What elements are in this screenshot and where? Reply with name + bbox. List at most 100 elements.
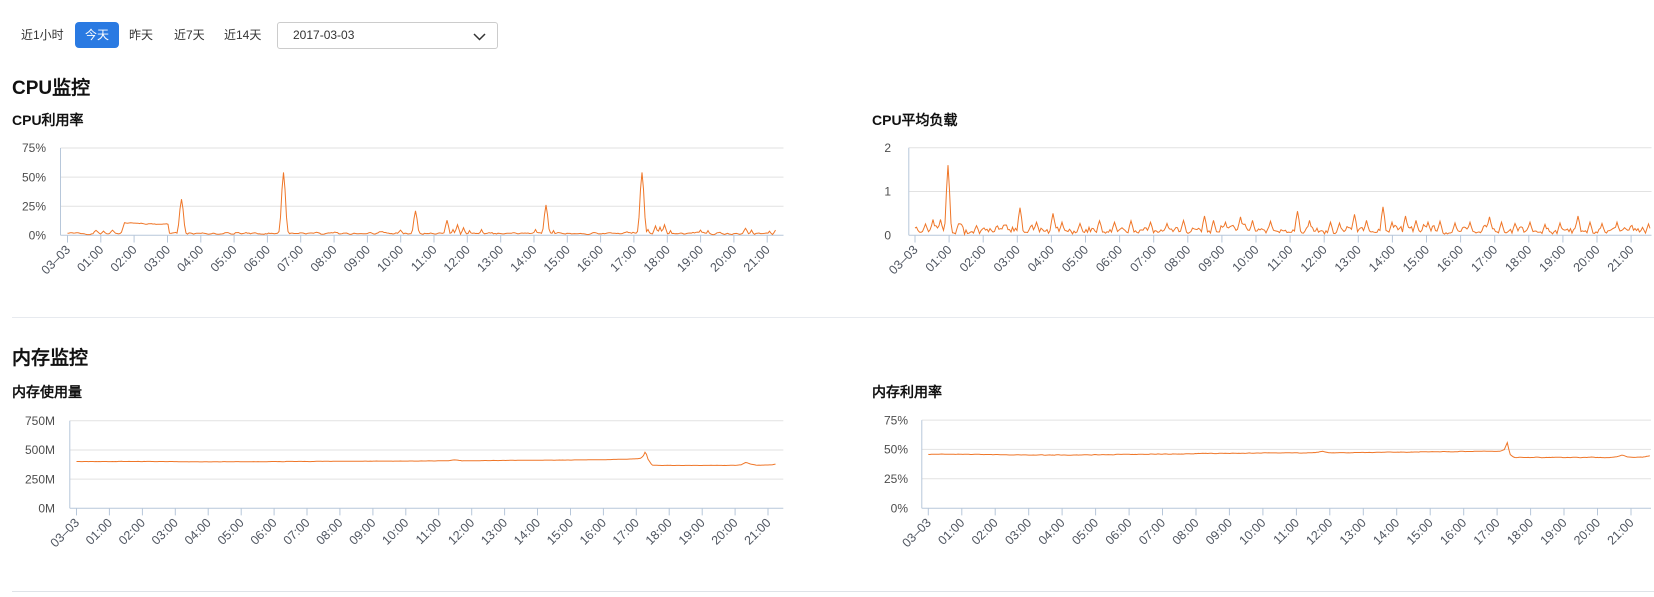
svg-text:15:00: 15:00	[1400, 243, 1432, 275]
svg-text:25%: 25%	[884, 472, 908, 486]
svg-text:13:00: 13:00	[474, 243, 506, 275]
svg-text:01:00: 01:00	[74, 243, 106, 275]
svg-text:08:00: 08:00	[1170, 516, 1202, 548]
svg-text:750M: 750M	[25, 414, 55, 428]
svg-text:09:00: 09:00	[1203, 516, 1235, 548]
svg-text:11:00: 11:00	[1271, 516, 1302, 547]
svg-text:250M: 250M	[25, 472, 55, 486]
svg-text:16:00: 16:00	[577, 516, 609, 548]
svg-text:21:00: 21:00	[1605, 516, 1637, 548]
svg-text:16:00: 16:00	[574, 243, 606, 275]
svg-text:03:00: 03:00	[991, 243, 1023, 275]
svg-text:12:00: 12:00	[1303, 516, 1335, 548]
svg-text:07:00: 07:00	[1127, 243, 1159, 275]
svg-text:0M: 0M	[38, 501, 55, 515]
svg-text:13:00: 13:00	[478, 516, 510, 548]
svg-text:12:00: 12:00	[1298, 243, 1330, 275]
svg-text:05:00: 05:00	[215, 516, 247, 548]
svg-text:01:00: 01:00	[923, 243, 955, 275]
svg-text:03–03: 03–03	[899, 516, 934, 551]
svg-text:16:00: 16:00	[1437, 516, 1469, 548]
svg-text:14:00: 14:00	[1370, 516, 1402, 548]
svg-text:02:00: 02:00	[957, 243, 989, 275]
svg-text:08:00: 08:00	[314, 516, 346, 548]
svg-text:04:00: 04:00	[182, 516, 214, 548]
svg-text:75%: 75%	[884, 413, 908, 427]
svg-text:06:00: 06:00	[248, 516, 280, 548]
svg-text:15:00: 15:00	[541, 243, 573, 275]
svg-text:07:00: 07:00	[1136, 516, 1168, 548]
svg-text:2: 2	[884, 141, 891, 155]
svg-text:500M: 500M	[25, 443, 55, 457]
svg-text:10:00: 10:00	[374, 243, 406, 275]
svg-text:09:00: 09:00	[341, 243, 373, 275]
svg-text:01:00: 01:00	[83, 516, 115, 548]
svg-text:11:00: 11:00	[1264, 243, 1295, 274]
svg-text:18:00: 18:00	[1504, 516, 1536, 548]
svg-text:18:00: 18:00	[1502, 243, 1534, 275]
svg-text:03:00: 03:00	[141, 243, 173, 275]
svg-text:02:00: 02:00	[116, 516, 148, 548]
svg-text:09:00: 09:00	[347, 516, 379, 548]
svg-text:12:00: 12:00	[445, 516, 477, 548]
svg-text:0: 0	[884, 229, 891, 243]
svg-text:20:00: 20:00	[1571, 516, 1603, 548]
svg-text:0%: 0%	[29, 229, 47, 243]
svg-text:21:00: 21:00	[741, 243, 773, 275]
svg-text:16:00: 16:00	[1434, 243, 1466, 275]
svg-text:13:00: 13:00	[1332, 243, 1364, 275]
svg-text:17:00: 17:00	[610, 516, 642, 548]
svg-text:50%: 50%	[884, 443, 908, 457]
svg-text:25%: 25%	[22, 199, 46, 213]
svg-text:10:00: 10:00	[1237, 516, 1269, 548]
svg-text:19:00: 19:00	[1538, 516, 1570, 548]
svg-text:03–03: 03–03	[886, 243, 921, 278]
svg-text:11:00: 11:00	[408, 243, 439, 274]
svg-text:04:00: 04:00	[174, 243, 206, 275]
svg-text:05:00: 05:00	[1069, 516, 1101, 548]
svg-text:17:00: 17:00	[1471, 516, 1503, 548]
svg-text:1: 1	[884, 185, 891, 199]
svg-text:05:00: 05:00	[1059, 243, 1091, 275]
svg-text:06:00: 06:00	[1093, 243, 1125, 275]
svg-text:75%: 75%	[22, 141, 46, 155]
svg-text:15:00: 15:00	[1404, 516, 1436, 548]
svg-text:17:00: 17:00	[1468, 243, 1500, 275]
svg-text:21:00: 21:00	[742, 516, 774, 548]
svg-text:12:00: 12:00	[441, 243, 473, 275]
svg-text:07:00: 07:00	[274, 243, 306, 275]
svg-text:07:00: 07:00	[281, 516, 313, 548]
svg-text:08:00: 08:00	[308, 243, 340, 275]
svg-text:03:00: 03:00	[1002, 516, 1034, 548]
svg-text:20:00: 20:00	[709, 516, 741, 548]
svg-text:02:00: 02:00	[108, 243, 140, 275]
svg-text:19:00: 19:00	[1537, 243, 1569, 275]
svg-text:20:00: 20:00	[1571, 243, 1603, 275]
svg-text:15:00: 15:00	[544, 516, 576, 548]
svg-text:19:00: 19:00	[674, 243, 706, 275]
svg-text:50%: 50%	[22, 170, 46, 184]
svg-text:19:00: 19:00	[676, 516, 708, 548]
svg-text:04:00: 04:00	[1036, 516, 1068, 548]
svg-text:18:00: 18:00	[643, 516, 675, 548]
svg-text:0%: 0%	[891, 501, 909, 515]
svg-text:18:00: 18:00	[641, 243, 673, 275]
svg-text:21:00: 21:00	[1605, 243, 1637, 275]
svg-text:20:00: 20:00	[708, 243, 740, 275]
svg-text:04:00: 04:00	[1025, 243, 1057, 275]
svg-text:03–03: 03–03	[39, 243, 74, 278]
svg-text:09:00: 09:00	[1196, 243, 1228, 275]
svg-text:05:00: 05:00	[208, 243, 240, 275]
svg-text:10:00: 10:00	[1230, 243, 1262, 275]
svg-text:06:00: 06:00	[241, 243, 273, 275]
svg-text:10:00: 10:00	[379, 516, 411, 548]
svg-text:17:00: 17:00	[608, 243, 640, 275]
svg-text:03:00: 03:00	[149, 516, 181, 548]
svg-text:13:00: 13:00	[1337, 516, 1369, 548]
svg-text:03–03: 03–03	[48, 516, 83, 551]
svg-text:14:00: 14:00	[1366, 243, 1398, 275]
svg-text:08:00: 08:00	[1161, 243, 1193, 275]
svg-text:14:00: 14:00	[511, 516, 543, 548]
svg-text:11:00: 11:00	[413, 516, 444, 547]
svg-text:06:00: 06:00	[1103, 516, 1135, 548]
